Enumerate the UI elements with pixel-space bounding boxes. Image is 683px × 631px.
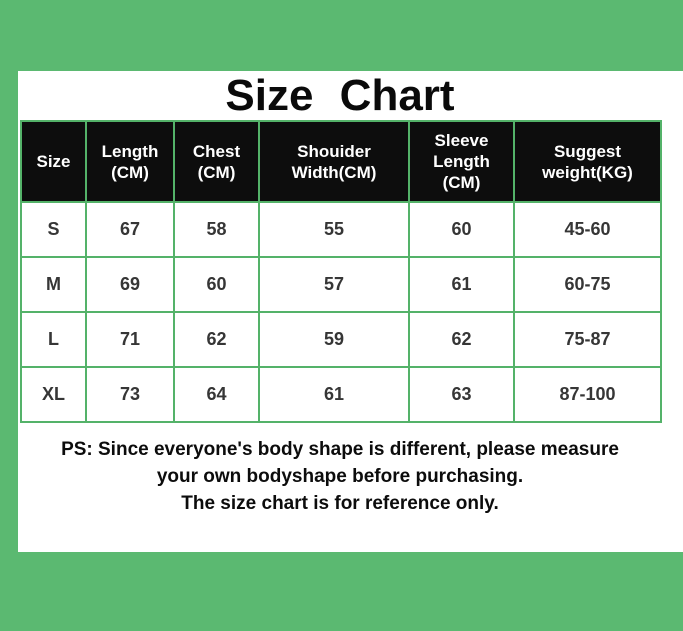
value-cell: 71 xyxy=(85,311,175,368)
note-line-2: your own bodyshape before purchasing. xyxy=(156,466,524,487)
table-row: L 71 62 59 62 75-87 xyxy=(20,311,662,368)
value-cell: 45-60 xyxy=(513,201,662,258)
page-title: Size Chart xyxy=(225,71,455,120)
column-header-5: Suggest weight(KG) xyxy=(513,120,662,203)
table-row: M 69 60 57 61 60-75 xyxy=(20,256,662,313)
value-cell: 73 xyxy=(85,366,175,423)
value-cell: 67 xyxy=(85,201,175,258)
value-cell: 60-75 xyxy=(513,256,662,313)
value-cell: 58 xyxy=(173,201,260,258)
size-cell: M xyxy=(20,256,87,313)
column-header-4: Sleeve Length (CM) xyxy=(408,120,515,203)
column-header-3: Shouider Width(CM) xyxy=(258,120,410,203)
note-line-1: PS: Since everyone's body shape is diffe… xyxy=(61,439,619,460)
value-cell: 60 xyxy=(408,201,515,258)
disclaimer-note: PS: Since everyone's body shape is diffe… xyxy=(20,436,660,517)
value-cell: 60 xyxy=(173,256,260,313)
value-cell: 75-87 xyxy=(513,311,662,368)
column-header-1: Length (CM) xyxy=(85,120,175,203)
value-cell: 62 xyxy=(408,311,515,368)
value-cell: 59 xyxy=(258,311,410,368)
table-row: S 67 58 55 60 45-60 xyxy=(20,201,662,258)
column-header-2: Chest (CM) xyxy=(173,120,260,203)
note-line-3: The size chart is for reference only. xyxy=(181,493,499,514)
table-row: XL 73 64 61 63 87-100 xyxy=(20,366,662,423)
size-cell: L xyxy=(20,311,87,368)
value-cell: 61 xyxy=(258,366,410,423)
value-cell: 55 xyxy=(258,201,410,258)
value-cell: 87-100 xyxy=(513,366,662,423)
size-chart-table: Size Length (CM) Chest (CM) Shouider Width(… xyxy=(20,120,662,423)
value-cell: 57 xyxy=(258,256,410,313)
column-header-0: Size xyxy=(20,120,87,203)
value-cell: 63 xyxy=(408,366,515,423)
value-cell: 69 xyxy=(85,256,175,313)
chart-content: Size Chart Size Length (CM) Chest (CM) Shou… xyxy=(20,71,662,517)
content-panel: Size Chart Size Length (CM) Chest (CM) Shou… xyxy=(18,71,683,552)
size-cell: S xyxy=(20,201,87,258)
value-cell: 64 xyxy=(173,366,260,423)
size-cell: XL xyxy=(20,366,87,423)
value-cell: 61 xyxy=(408,256,515,313)
value-cell: 62 xyxy=(173,311,260,368)
table-body: S 67 58 55 60 45-60 M 69 60 57 61 60-75 L 71 62 59 62 75-… xyxy=(20,201,662,423)
header-row: Size Length (CM) Chest (CM) Shouider Width(… xyxy=(20,120,662,203)
